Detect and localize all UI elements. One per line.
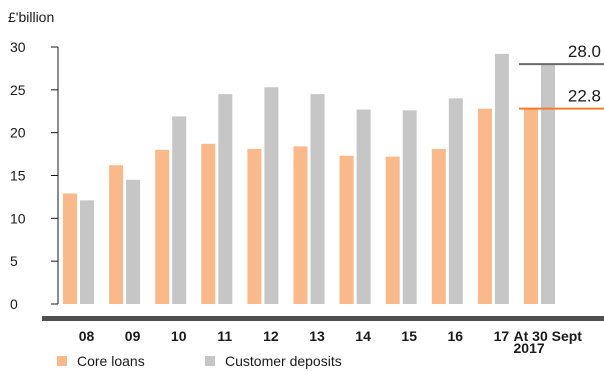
x-tick-label: 12 — [263, 328, 279, 344]
x-tick-label: At 30 Sept — [514, 328, 583, 344]
x-tick-label: 17 — [494, 328, 510, 344]
core-loans-bar — [431, 148, 446, 304]
core-loans-bar — [247, 148, 262, 304]
x-tick-label: 14 — [355, 328, 371, 344]
customer-deposits-bar — [172, 116, 187, 304]
x-axis-line — [42, 316, 604, 321]
legend-swatch-core-loans — [57, 356, 67, 366]
y-tick-label: 15 — [10, 168, 26, 184]
customer-deposits-bar — [448, 98, 463, 305]
x-tick-label: 13 — [309, 328, 325, 344]
y-tick-label: 20 — [10, 125, 26, 141]
core-loans-bar — [293, 146, 308, 304]
y-tick-label: 30 — [10, 39, 26, 55]
core-loans-bar — [109, 165, 124, 304]
x-tick-label: 16 — [448, 328, 464, 344]
x-tick-label: 2017 — [514, 340, 545, 356]
y-tick-label: 5 — [10, 253, 18, 269]
y-tick-label: 25 — [10, 82, 26, 98]
x-tick-label: 08 — [79, 328, 95, 344]
y-tick-label: 0 — [10, 296, 18, 312]
customer-deposits-bar — [494, 53, 509, 304]
legend-swatch-customer-deposits — [205, 356, 215, 366]
customer-deposits-bar — [310, 94, 325, 304]
callout-label-22.8: 22.8 — [568, 87, 601, 106]
x-tick-label: 11 — [217, 328, 232, 344]
x-tick-label: 15 — [401, 328, 417, 344]
core-loans-bar — [524, 108, 538, 305]
core-loans-bar — [385, 156, 400, 304]
customer-deposits-bar — [356, 109, 371, 304]
legend-label-customer-deposits: Customer deposits — [225, 353, 342, 369]
legend-label-core-loans: Core loans — [77, 353, 145, 369]
customer-deposits-bar — [264, 87, 279, 304]
customer-deposits-bar — [541, 64, 555, 304]
customer-deposits-bar — [80, 200, 94, 304]
customer-deposits-bar — [218, 94, 233, 304]
customer-deposits-bar — [402, 110, 417, 304]
core-loans-bar — [201, 143, 216, 304]
core-loans-bar — [155, 149, 170, 304]
y-axis-label: £'billion — [8, 9, 54, 25]
x-tick-label: 09 — [125, 328, 141, 344]
customer-deposits-bar — [126, 179, 141, 304]
core-loans-bar — [477, 108, 492, 305]
core-loans-bar — [339, 155, 354, 304]
y-tick-label: 10 — [10, 210, 26, 226]
x-tick-label: 10 — [171, 328, 187, 344]
core-loans-bar — [63, 193, 77, 304]
callout-label-28.0: 28.0 — [568, 42, 601, 61]
